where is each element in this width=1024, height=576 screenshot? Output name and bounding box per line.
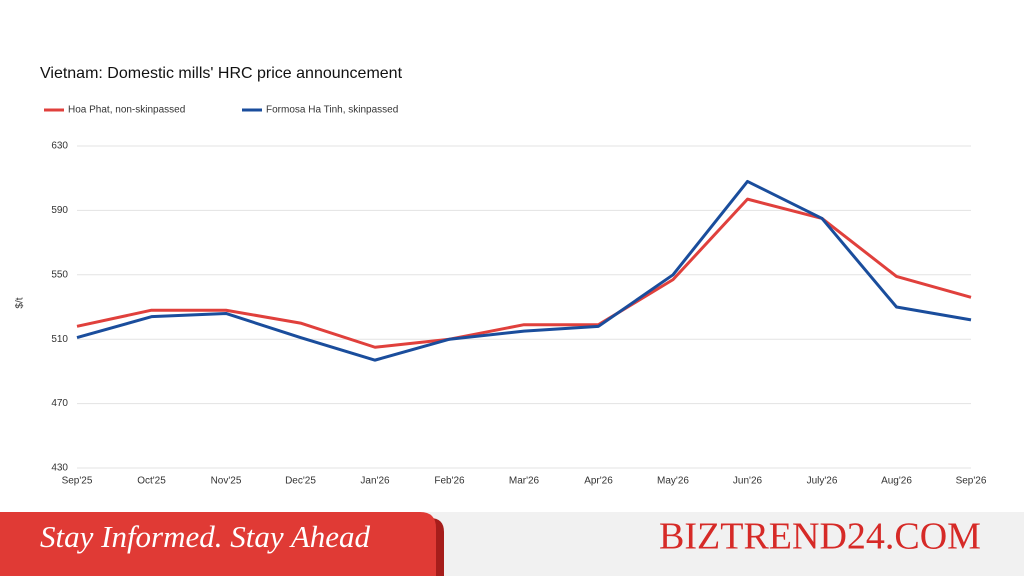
- banner-tagline: Stay Informed. Stay Ahead: [40, 519, 371, 554]
- x-tick-label: Aug'26: [881, 476, 912, 487]
- x-tick-label: Jan'26: [360, 476, 390, 487]
- legend-label: Formosa Ha Tinh, skinpassed: [266, 105, 398, 116]
- x-tick-label: Sep'26: [956, 476, 987, 487]
- y-tick-label: 430: [51, 463, 68, 474]
- x-tick-label: Sep'25: [62, 476, 93, 487]
- x-tick-label: Mar'26: [509, 476, 540, 487]
- x-tick-label: Feb'26: [434, 476, 465, 487]
- banner-brand: BIZTREND24.COM: [659, 516, 981, 558]
- y-tick-label: 470: [51, 398, 68, 409]
- y-tick-label: 510: [51, 334, 68, 345]
- y-tick-label: 550: [51, 269, 68, 280]
- series-line: [76, 179, 972, 362]
- chart-title: Vietnam: Domestic mills' HRC price annou…: [40, 65, 403, 82]
- x-tick-label: Nov'25: [211, 476, 242, 487]
- banner-tag-bg: [0, 512, 436, 576]
- y-tick-label: 590: [51, 205, 68, 216]
- x-tick-label: May'26: [657, 476, 689, 487]
- legend-label: Hoa Phat, non-skinpassed: [68, 105, 185, 116]
- x-tick-label: Oct'25: [137, 476, 166, 487]
- x-tick-label: Apr'26: [584, 476, 613, 487]
- x-tick-label: July'26: [807, 476, 838, 487]
- x-tick-label: Dec'25: [285, 476, 316, 487]
- y-axis-label: $/t: [15, 297, 26, 308]
- plot: 430 470 510 550 590 630 Sep'25 Oct'25 Nov'25 Dec'…: [44, 105, 987, 487]
- y-tick-label: 630: [51, 141, 68, 152]
- x-tick-label: Jun'26: [733, 476, 763, 487]
